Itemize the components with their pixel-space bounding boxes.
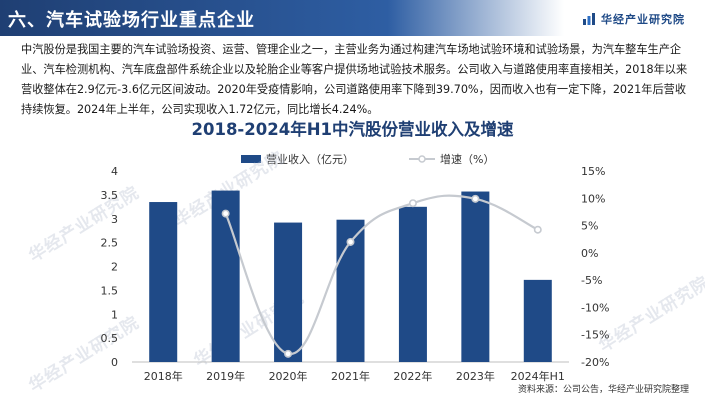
legend-swatch-line: [409, 155, 435, 163]
y-right-tick-label: -10%: [581, 301, 609, 314]
revenue-bar: [523, 279, 552, 362]
x-tick-label: 2020年: [269, 369, 308, 383]
growth-point: [533, 225, 542, 234]
brand-logo: 华经产业研究院: [582, 11, 685, 27]
y-left-tick-label: 0.5: [101, 332, 119, 345]
growth-point: [346, 237, 355, 246]
y-left-tick-label: 0: [111, 356, 118, 369]
legend-item-revenue: 营业收入（亿元）: [241, 151, 354, 167]
revenue-bar: [149, 202, 178, 362]
legend-swatch-bar: [241, 155, 261, 163]
x-tick-label: 2022年: [393, 369, 432, 383]
growth-point: [408, 199, 417, 208]
brand-name: 华经产业研究院: [601, 13, 685, 26]
x-tick-label: 2019年: [206, 369, 245, 383]
growth-point: [221, 209, 230, 218]
y-right-tick-label: -15%: [581, 329, 609, 342]
y-left-tick-label: 3: [111, 213, 118, 226]
chart-title: 2018-2024年H1中汽股份营业收入及增速: [191, 120, 514, 139]
y-left-tick-label: 4: [111, 165, 118, 178]
y-left-tick-label: 2: [111, 261, 118, 274]
y-right-tick-label: -5%: [581, 274, 602, 287]
y-left-tick-label: 3.5: [101, 189, 119, 202]
growth-point: [471, 194, 480, 203]
y-left-tick-label: 1: [111, 308, 118, 321]
y-right-tick-label: 5%: [581, 220, 598, 233]
revenue-bar: [211, 190, 240, 362]
x-tick-label: 2023年: [456, 369, 495, 383]
x-tick-label: 2018年: [144, 369, 183, 383]
y-right-tick-label: 15%: [581, 165, 605, 178]
legend-label-revenue: 营业收入（亿元）: [266, 153, 354, 166]
x-tick-label: 2021年: [331, 369, 370, 383]
page-title: 六、汽车试验场行业重点企业: [8, 10, 255, 31]
legend-item-growth: 增速（%）: [409, 151, 494, 167]
y-right-tick-label: -20%: [581, 356, 609, 369]
revenue-bar: [461, 191, 490, 362]
legend-label-growth: 增速（%）: [440, 153, 495, 166]
brand-icon: [583, 13, 595, 25]
y-left-tick-label: 2.5: [101, 237, 119, 250]
source-note: 资料来源：公司公告，华经产业研究院整理: [517, 385, 689, 395]
growth-point: [284, 349, 293, 358]
y-right-tick-label: 0%: [581, 247, 598, 260]
intro-paragraph: 中汽股份是我国主要的汽车试验场投资、运营、管理企业之一，主营业务为通过构建汽车场…: [21, 43, 688, 116]
revenue-bar: [274, 222, 303, 362]
x-tick-label: 2024年H1: [511, 369, 565, 383]
revenue-bar: [398, 206, 427, 362]
y-left-tick-label: 1.5: [101, 284, 119, 297]
growth-line: [224, 194, 539, 355]
chart-legend: 营业收入（亿元） 增速（%）: [241, 151, 549, 167]
y-right-tick-label: 10%: [581, 192, 605, 205]
